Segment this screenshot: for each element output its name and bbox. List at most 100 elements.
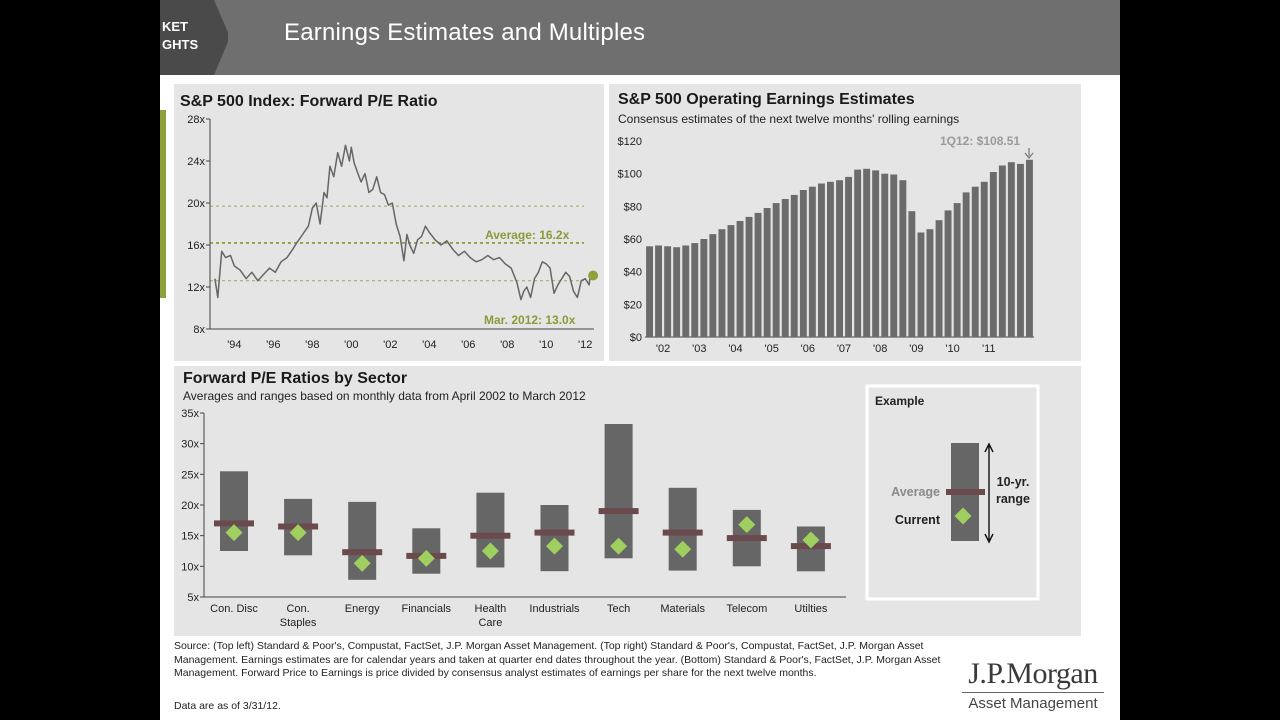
sector-y-tick-label: 5x: [187, 592, 199, 604]
eps-bar: [971, 186, 979, 337]
eps-bar: [827, 181, 834, 337]
sector-average-mark: [470, 532, 511, 539]
sector-current-marker: [610, 537, 628, 555]
sector-category-label: Staples: [280, 617, 317, 629]
sector-category-label: Utilties: [794, 603, 828, 615]
pe-x-tick-label: '06: [461, 339, 475, 351]
eps-bar: [1026, 159, 1033, 337]
sector-average-mark: [534, 529, 575, 536]
example-title: Example: [875, 394, 925, 408]
eps-bar: [1017, 163, 1024, 337]
page-title: Earnings Estimates and Multiples: [284, 19, 646, 46]
pe-y-tick-label: 12x: [187, 282, 205, 294]
eps-bar: [808, 186, 816, 337]
sector-category-label: Financials: [402, 603, 452, 615]
eps-bar: [655, 245, 662, 337]
pe-y-tick-label: 24x: [187, 156, 205, 168]
sector-range-chart: Forward P/E Ratios by Sector Averages an…: [181, 370, 1040, 629]
header-tab-line1: KET: [162, 19, 188, 34]
eps-x-tick-label: '09: [909, 343, 923, 355]
eps-bar: [691, 243, 699, 337]
eps-x-tick-label: '02: [656, 343, 670, 355]
eps-x-tick-label: '11: [982, 343, 996, 355]
sector-y-tick-label: 25x: [181, 469, 199, 481]
eps-chart-title: S&P 500 Operating Earnings Estimates: [618, 91, 915, 108]
header-bar: KET GHTS Earnings Estimates and Multiple…: [160, 0, 1120, 75]
pe-current-label: Mar. 2012: 13.0x: [484, 313, 576, 327]
range-arrow-icon: [984, 442, 994, 544]
pe-x-tick-label: '02: [383, 339, 397, 351]
eps-bar: [845, 176, 852, 337]
as-of-note: Data are as of 3/31/12.: [174, 700, 281, 712]
sector-range-bar: [668, 487, 697, 571]
sector-current-marker: [546, 537, 563, 555]
pe-x-tick-label: '12: [578, 339, 592, 351]
eps-bar: [736, 221, 744, 337]
eps-y-tick-label: $80: [624, 201, 642, 213]
eps-bar: [745, 216, 753, 337]
sector-y-tick-label: 30x: [181, 439, 199, 451]
pe-average-label: Average: 16.2x: [485, 228, 570, 242]
eps-bar: [890, 174, 898, 337]
pe-x-tick-label: '10: [539, 339, 553, 351]
eps-y-tick-label: $60: [624, 234, 642, 246]
sector-category-label: Care: [478, 617, 502, 629]
sector-category-label: Health: [475, 603, 507, 615]
eps-y-tick-label: $100: [618, 169, 642, 181]
sector-average-mark: [342, 549, 383, 556]
eps-bar: [709, 234, 717, 337]
example-current-marker: [954, 507, 972, 525]
pe-line-chart: S&P 500 Index: Forward P/E Ratio 8x 12x 16…: [180, 93, 599, 351]
sector-category-label: Con. Disc: [210, 603, 258, 615]
sector-chart-panel: Forward P/E Ratios by Sector Averages an…: [174, 366, 1081, 636]
example-current-label: Current: [895, 513, 941, 527]
pe-chart-title: S&P 500 Index: Forward P/E Ratio: [180, 93, 438, 110]
header-tab-line2: GHTS: [162, 37, 198, 52]
pe-y-tick-label: 20x: [187, 198, 205, 210]
sector-current-marker: [417, 549, 435, 567]
eps-bar: [664, 246, 672, 337]
eps-bar: [899, 180, 907, 337]
eps-x-tick-label: '10: [945, 343, 959, 355]
eps-y-tick-label: $120: [618, 136, 642, 148]
eps-chart-panel: S&P 500 Operating Earnings Estimates Con…: [609, 84, 1081, 361]
eps-y-tick-label: $40: [624, 267, 642, 279]
sector-current-marker: [674, 540, 692, 558]
sector-average-mark: [214, 520, 254, 527]
pe-chart-panel: S&P 500 Index: Forward P/E Ratio 8x 12x 16…: [174, 84, 604, 361]
sector-current-marker: [353, 554, 371, 572]
sector-y-tick-label: 20x: [181, 500, 199, 512]
sector-average-mark: [662, 529, 703, 536]
sector-current-marker: [738, 516, 756, 534]
eps-x-tick-label: '07: [837, 343, 851, 355]
jpmorgan-logo: J.P.Morgan Asset Management: [958, 658, 1108, 713]
example-range-label-1: 10-yr.: [997, 475, 1030, 489]
pe-x-tick-label: '96: [266, 339, 280, 351]
sector-y-tick-label: 10x: [181, 561, 199, 573]
eps-x-tick-label: '05: [765, 343, 779, 355]
eps-x-tick-label: '04: [728, 343, 742, 355]
pe-line-series: [214, 144, 591, 301]
source-note: Source: (Top left) Standard & Poor's, Co…: [174, 640, 941, 679]
sector-category-label: Industrials: [529, 603, 580, 615]
eps-y-tick-label: $0: [630, 332, 642, 344]
eps-bar: [962, 192, 970, 337]
sector-category-label: Tech: [607, 603, 630, 615]
eps-x-tick-label: '08: [873, 343, 887, 355]
eps-bar: [754, 212, 762, 337]
eps-bar: [799, 190, 807, 337]
eps-bar: [836, 180, 843, 337]
eps-bar: [953, 203, 961, 337]
sector-category-label: Energy: [345, 603, 380, 615]
eps-chart-subtitle: Consensus estimates of the next twelve m…: [618, 112, 959, 126]
eps-bar: [926, 229, 934, 337]
sector-average-mark: [726, 535, 767, 542]
eps-bar: [935, 220, 943, 337]
logo-name: J.P.Morgan: [968, 657, 1098, 690]
sector-chart-subtitle: Averages and ranges based on monthly dat…: [183, 389, 586, 403]
eps-bar: [790, 194, 798, 337]
sector-current-marker: [481, 542, 499, 560]
eps-bar: [980, 181, 988, 337]
eps-bar: [718, 229, 726, 337]
sector-y-tick-label: 15x: [181, 531, 199, 543]
